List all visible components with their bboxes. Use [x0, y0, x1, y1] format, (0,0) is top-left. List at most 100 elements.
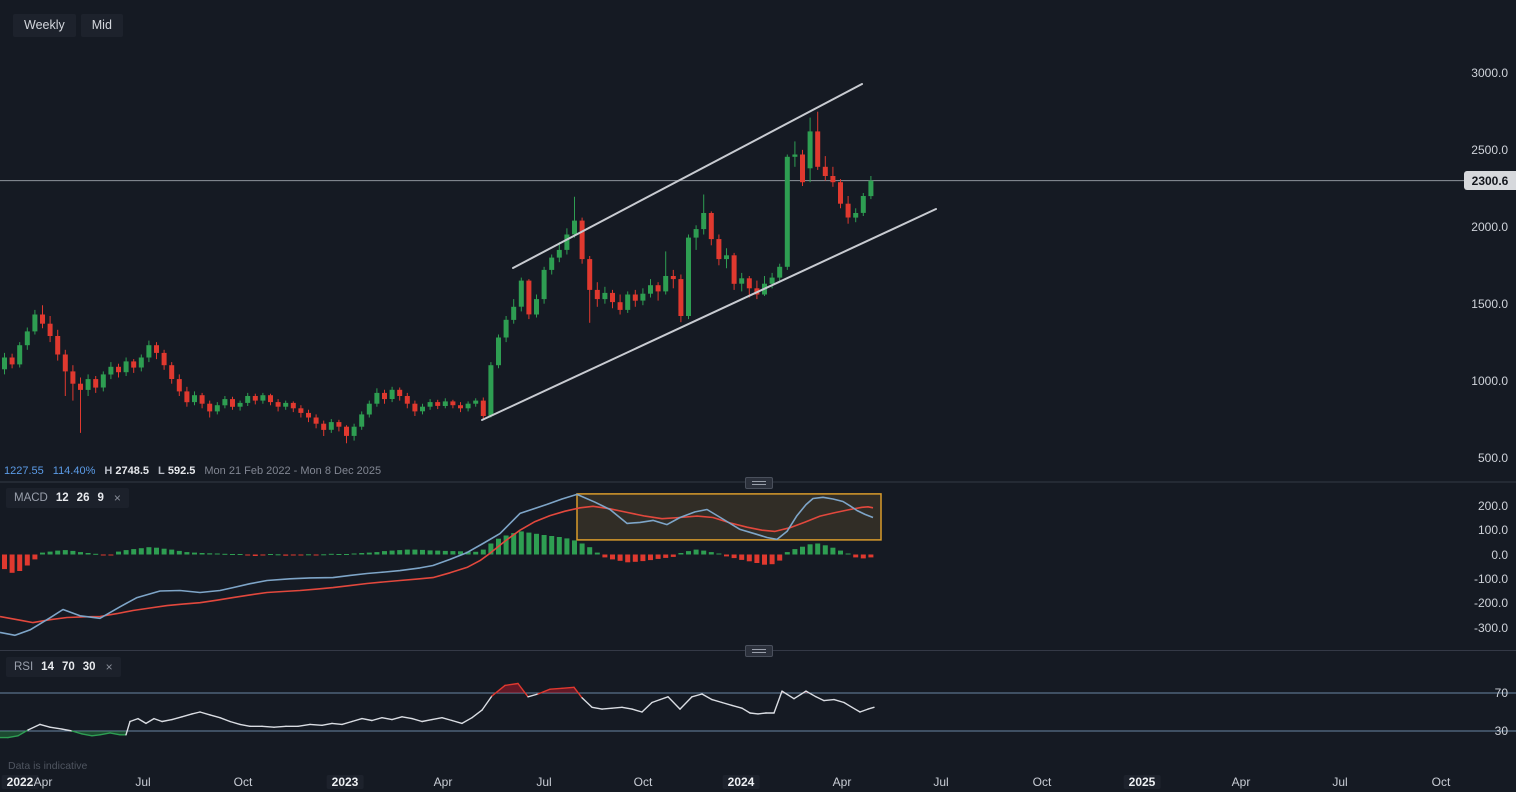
- macd-histogram-bar: [716, 553, 722, 555]
- macd-histogram-bar: [815, 543, 821, 555]
- price-axis[interactable]: 3000.0 2500.0 2000.0 1500.0 1000.0 500.0 200.0…: [1446, 0, 1516, 760]
- rsi-remove-icon[interactable]: ×: [105, 660, 113, 674]
- macd-histogram-bar: [450, 551, 456, 555]
- macd-histogram-bar: [838, 550, 843, 555]
- candle-body: [268, 395, 273, 403]
- macd-histogram-bar: [306, 554, 311, 556]
- macd-histogram-bar: [404, 549, 410, 555]
- rsi-line-segment: [99, 732, 111, 736]
- macd-histogram-bar: [686, 551, 691, 555]
- candle-body: [47, 323, 53, 336]
- macd-histogram-bar: [412, 549, 418, 555]
- candle-body: [579, 220, 585, 260]
- rsi-line-segment: [833, 698, 845, 704]
- candle-body: [670, 276, 676, 280]
- candle-body: [541, 269, 547, 300]
- rsi-axis-tick: 30: [1494, 724, 1508, 738]
- rsi-line-segment: [679, 696, 693, 710]
- rsi-line-segment: [239, 723, 251, 727]
- macd-histogram-bar: [610, 554, 615, 560]
- rsi-line-segment: [129, 717, 139, 723]
- period-change-percent: 114.40%: [52, 465, 96, 477]
- candle-body: [93, 379, 99, 388]
- candle-body: [693, 229, 699, 238]
- macd-histogram-bar: [579, 543, 585, 555]
- rsi-line-segment: [481, 695, 493, 711]
- candle-body: [32, 314, 38, 332]
- macd-histogram-bar: [245, 554, 251, 556]
- macd-histogram-bar: [78, 552, 83, 555]
- candle-body: [655, 285, 661, 292]
- rsi-line-segment: [27, 723, 41, 731]
- candle-body: [351, 426, 357, 436]
- candle-body: [40, 314, 45, 324]
- macd-histogram-bar: [169, 549, 175, 555]
- macd-histogram-bar: [207, 553, 213, 555]
- macd-histogram-bar: [146, 547, 152, 555]
- rsi-line-segment: [859, 708, 869, 713]
- candle-body: [2, 357, 7, 370]
- macd-histogram-bar: [769, 554, 775, 565]
- candle-body: [116, 366, 121, 373]
- rsi-line-segment: [561, 686, 575, 689]
- rsi-legend[interactable]: RSI 14 70 30 ×: [6, 657, 121, 677]
- macd-histogram-bar: [473, 551, 479, 555]
- rsi-line-segment: [461, 717, 473, 725]
- candle-body: [480, 400, 486, 416]
- candle-body: [290, 402, 296, 409]
- candle-body: [214, 405, 220, 412]
- macd-histogram-bar: [853, 554, 859, 558]
- price-axis-tick: 3000.0: [1471, 66, 1508, 80]
- rsi-line-segment: [171, 716, 183, 721]
- rsi-line-segment: [209, 714, 221, 719]
- candle-body: [17, 345, 23, 365]
- candle-body: [359, 414, 365, 427]
- rsi-overbought-fill: [495, 683, 526, 693]
- macd-histogram-bar: [237, 554, 243, 555]
- rsi-line-segment: [601, 707, 613, 710]
- candle-body: [298, 408, 304, 413]
- macd-histogram-bar: [655, 554, 661, 559]
- rsi-line-segment: [491, 684, 506, 697]
- rsi-line-segment: [591, 706, 603, 710]
- macd-histogram-bar: [708, 552, 714, 555]
- macd-panel-resize-handle[interactable]: [745, 477, 773, 489]
- macd-histogram-bar: [518, 531, 524, 555]
- time-axis-year-tick: 2025: [1123, 775, 1161, 789]
- time-axis-year-tick: 2022: [1, 775, 39, 789]
- timeframe-button[interactable]: Weekly: [13, 14, 76, 37]
- candle-body: [511, 306, 517, 320]
- rsi-line-segment: [361, 717, 373, 722]
- candle-body: [435, 402, 441, 406]
- time-axis[interactable]: 2022 Apr Jul Oct 2023 Apr Jul Oct 2024 Apr Jul Oct 2…: [0, 774, 1516, 792]
- rsi-line-segment: [773, 690, 783, 714]
- macd-histogram-bar: [458, 551, 463, 555]
- candle-body: [488, 365, 494, 416]
- rsi-panel-resize-handle[interactable]: [745, 645, 773, 657]
- rsi-line-segment: [153, 717, 163, 723]
- rsi-line-segment: [793, 690, 807, 700]
- macd-histogram-bar: [290, 554, 296, 556]
- rsi-line-segment: [381, 717, 393, 721]
- rsi-line-segment: [843, 701, 853, 708]
- time-axis-month-tick: Oct: [633, 775, 653, 789]
- macd-histogram-bar: [564, 538, 570, 555]
- rsi-line-segment: [749, 712, 759, 715]
- macd-histogram-bar: [100, 554, 106, 556]
- candle-body: [450, 401, 456, 406]
- macd-histogram-bar: [807, 544, 813, 555]
- rsi-line-segment: [851, 706, 861, 713]
- macd-legend[interactable]: MACD 12 26 9 ×: [6, 488, 129, 508]
- candle-body: [9, 357, 15, 365]
- macd-histogram-bar: [526, 532, 532, 555]
- price-type-button[interactable]: Mid: [80, 14, 123, 37]
- candle-body: [161, 352, 167, 366]
- macd-histogram-bar: [351, 553, 357, 555]
- candle-body: [344, 426, 349, 436]
- macd-histogram-bar: [176, 550, 182, 555]
- macd-histogram-bar: [85, 553, 91, 555]
- candle-body: [617, 302, 623, 310]
- macd-remove-icon[interactable]: ×: [113, 491, 121, 505]
- candle-body: [199, 395, 205, 404]
